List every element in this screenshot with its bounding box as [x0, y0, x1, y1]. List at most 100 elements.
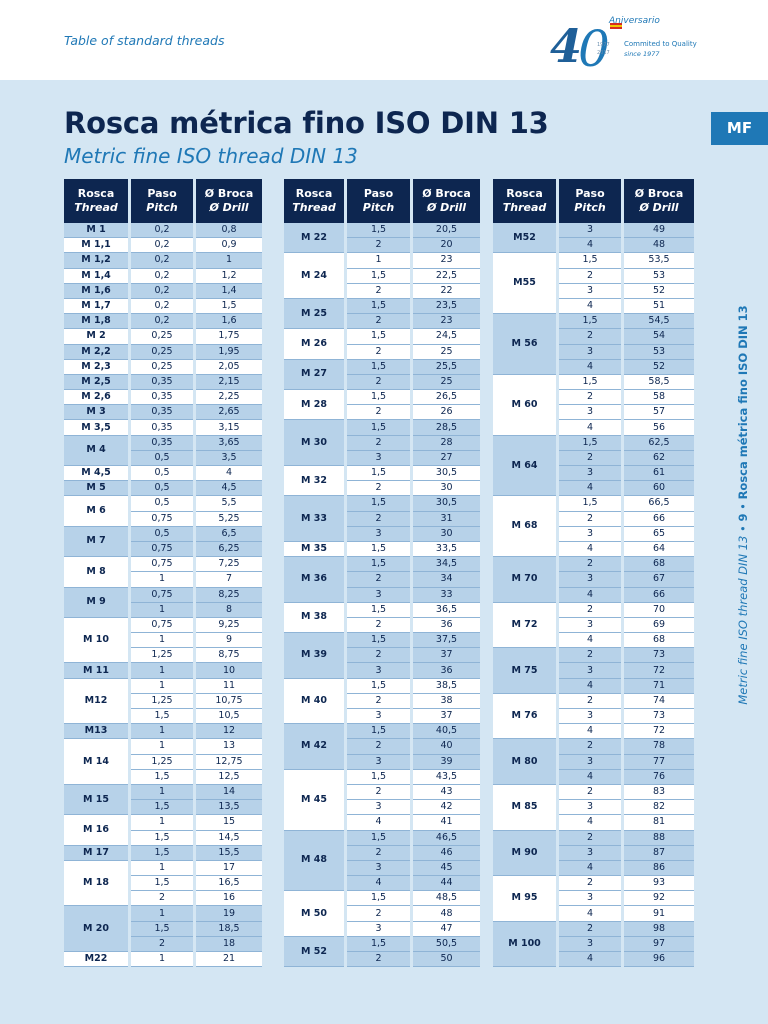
column-gap: [193, 784, 196, 800]
thread-size-cell: M 2,2: [64, 344, 128, 360]
column-header-en: Pitch: [146, 201, 178, 214]
column-gap: [410, 754, 413, 770]
pitch-cell: 3: [559, 283, 621, 299]
thread-size-cell: M 11: [64, 662, 128, 679]
table-row: 4 91: [493, 905, 694, 922]
pitch-cell: 2: [347, 283, 410, 299]
pitch-cell: 0,35: [131, 404, 193, 421]
page-number: 9: [736, 513, 750, 522]
drill-cell: 53,5: [624, 252, 694, 269]
column-gap: [193, 237, 196, 253]
column-gap: [556, 237, 559, 253]
drill-cell: 25,5: [413, 359, 480, 375]
pitch-cell: 3: [347, 587, 410, 603]
column-gap: [410, 602, 413, 618]
pitch-cell: 1,5: [131, 845, 193, 861]
logo-tagline: Commited to Quality: [624, 40, 697, 48]
thread-size-cell: M 4: [64, 435, 128, 467]
pitch-cell: 2: [347, 905, 410, 922]
column-gap: [410, 298, 413, 314]
logo-anniversary-text: Aniversario: [609, 16, 660, 26]
column-gap: [344, 419, 347, 436]
table-row: 2 66: [493, 511, 694, 527]
header-subtitle: Table of standard threads: [64, 33, 225, 48]
column-gap: [556, 632, 559, 648]
drill-cell: 4: [196, 465, 262, 482]
column-gap: [556, 298, 559, 314]
drill-cell: 1,75: [196, 328, 262, 345]
column-gap: [410, 860, 413, 876]
column-gap: [344, 374, 347, 390]
table-row: 0,5 3,5: [64, 450, 262, 467]
column-gap: [556, 374, 559, 390]
pitch-cell: 3: [559, 754, 621, 770]
table-row: 4 52: [493, 359, 694, 375]
thread-size-cell: M 28: [284, 389, 344, 421]
column-header: Ø Broca Ø Drill: [624, 179, 694, 223]
column-header: Rosca Thread: [493, 179, 556, 223]
drill-cell: 77: [624, 754, 694, 770]
column-gap: [344, 617, 347, 633]
drill-cell: 53: [624, 268, 694, 284]
drill-cell: 78: [624, 738, 694, 755]
column-gap: [128, 571, 131, 587]
table-row: 3 27: [284, 450, 480, 467]
column-gap: [556, 860, 559, 876]
pitch-cell: 0,25: [131, 344, 193, 360]
table-row: 1,5 14,5: [64, 830, 262, 846]
drill-cell: 28,5: [413, 419, 480, 436]
column-gap: [621, 465, 624, 481]
column-gap: [193, 541, 196, 557]
column-gap: [344, 738, 347, 755]
pitch-cell: 1: [131, 602, 193, 618]
pitch-cell: 1: [131, 784, 193, 801]
column-gap: [128, 936, 131, 952]
pitch-cell: 0,75: [131, 511, 193, 527]
thread-size-cell: M 36: [284, 556, 344, 603]
table-row: M 75 2 73: [493, 647, 694, 694]
pitch-cell: 4: [559, 632, 621, 649]
pitch-cell: 1,5: [559, 313, 621, 330]
pitch-cell: 2: [131, 936, 193, 953]
logo-40-icon: 4 0: [550, 19, 622, 70]
thread-size-cell: M 16: [64, 814, 128, 846]
pitch-cell: 2: [347, 404, 410, 421]
column-gap: [128, 769, 131, 785]
column-gap: [556, 830, 559, 846]
drill-cell: 37: [413, 647, 480, 664]
drill-cell: 68: [624, 632, 694, 649]
column-gap: [410, 587, 413, 603]
pitch-cell: 1,5: [347, 268, 410, 284]
pitch-cell: 1: [131, 678, 193, 694]
column-gap: [556, 511, 559, 527]
thread-size-cell: M 7: [64, 526, 128, 558]
column-gap: [410, 890, 413, 906]
drill-cell: 65: [624, 526, 694, 542]
column-gap: [410, 784, 413, 800]
table-row: 3 87: [493, 845, 694, 861]
pitch-cell: 2: [347, 480, 410, 497]
pitch-cell: 2: [347, 951, 410, 968]
column-gap: [410, 921, 413, 937]
table-row: 2 54: [493, 328, 694, 345]
column-gap: [621, 480, 624, 496]
drill-cell: 19: [196, 905, 262, 922]
column-gap: [621, 313, 624, 329]
table-row: M 64 1,5 62,5: [493, 435, 694, 497]
column-gap: [410, 799, 413, 815]
thread-size-cell: M 14: [64, 738, 128, 785]
drill-cell: 1,4: [196, 283, 262, 299]
table-row: M 2,5 0,35 2,15: [64, 374, 262, 391]
drill-cell: 14: [196, 784, 262, 801]
column-gap: [556, 875, 559, 891]
column-gap: [128, 951, 131, 967]
column-gap: [128, 465, 131, 481]
column-gap: [344, 860, 347, 876]
thread-size-cell: M 6: [64, 495, 128, 527]
thread-size-cell: M12: [64, 678, 128, 725]
column-gap: [556, 571, 559, 587]
column-gap: [193, 602, 196, 618]
table-row: M 16 1 15: [64, 814, 262, 846]
column-gap: [410, 647, 413, 663]
